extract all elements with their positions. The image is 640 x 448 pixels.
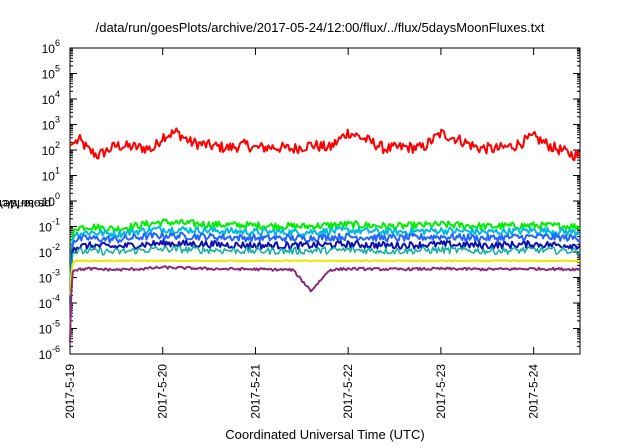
series-line [69, 245, 581, 304]
y-tick-exponent: -5 [52, 319, 60, 329]
x-tick-label: 2017-5-21 [248, 364, 262, 419]
y-axis-label-post: -s-sr-MeV [0, 197, 48, 212]
series-line [69, 238, 581, 304]
y-tick-label: 103 [42, 115, 60, 133]
series-line [69, 127, 581, 162]
axis-ticks: 10-610-510-410-310-210-11001011021031041… [39, 38, 580, 419]
y-tick-exponent: -2 [52, 242, 60, 252]
y-tick-label: 10-5 [39, 319, 60, 337]
x-axis-label: Coordinated Universal Time (UTC) [225, 427, 425, 442]
y-tick-exponent: 1 [55, 166, 60, 176]
plot-frame [69, 47, 581, 355]
x-tick-label: 2017-5-20 [156, 364, 170, 419]
y-tick-label: 10-2 [39, 242, 60, 260]
y-tick-label: 10-1 [39, 217, 60, 235]
series-line [69, 265, 581, 342]
y-tick-exponent: 0 [55, 191, 60, 201]
y-tick-exponent: 6 [55, 38, 60, 48]
series-line [69, 231, 581, 304]
y-tick-exponent: -6 [52, 344, 60, 354]
y-tick-exponent: 4 [55, 89, 60, 99]
y-tick-label: 106 [42, 38, 60, 56]
x-tick-label: 2017-5-19 [63, 364, 77, 419]
series-line [69, 225, 580, 296]
y-tick-label: 10-3 [39, 268, 60, 286]
x-tick-label: 2017-5-22 [341, 364, 355, 419]
series-lines [69, 127, 581, 342]
y-tick-label: 10-4 [39, 293, 60, 311]
series-line [69, 259, 581, 296]
y-tick-exponent: -4 [52, 293, 60, 303]
y-tick-label: 10-6 [39, 344, 60, 362]
y-tick-exponent: -3 [52, 268, 60, 278]
y-tick-label: 101 [42, 166, 60, 184]
y-tick-exponent: 5 [55, 64, 60, 74]
y-tick-exponent: -1 [52, 217, 60, 227]
series-line [69, 218, 581, 291]
y-tick-label: 102 [42, 140, 60, 158]
x-tick-label: 2017-5-23 [434, 364, 448, 419]
y-tick-label: 105 [42, 64, 60, 82]
y-tick-exponent: 3 [55, 115, 60, 125]
x-tick-label: 2017-5-24 [527, 364, 541, 419]
y-tick-exponent: 2 [55, 140, 60, 150]
y-tick-label: 104 [42, 89, 60, 107]
chart-title: /data/run/goesPlots/archive/2017-05-24/1… [95, 20, 545, 35]
